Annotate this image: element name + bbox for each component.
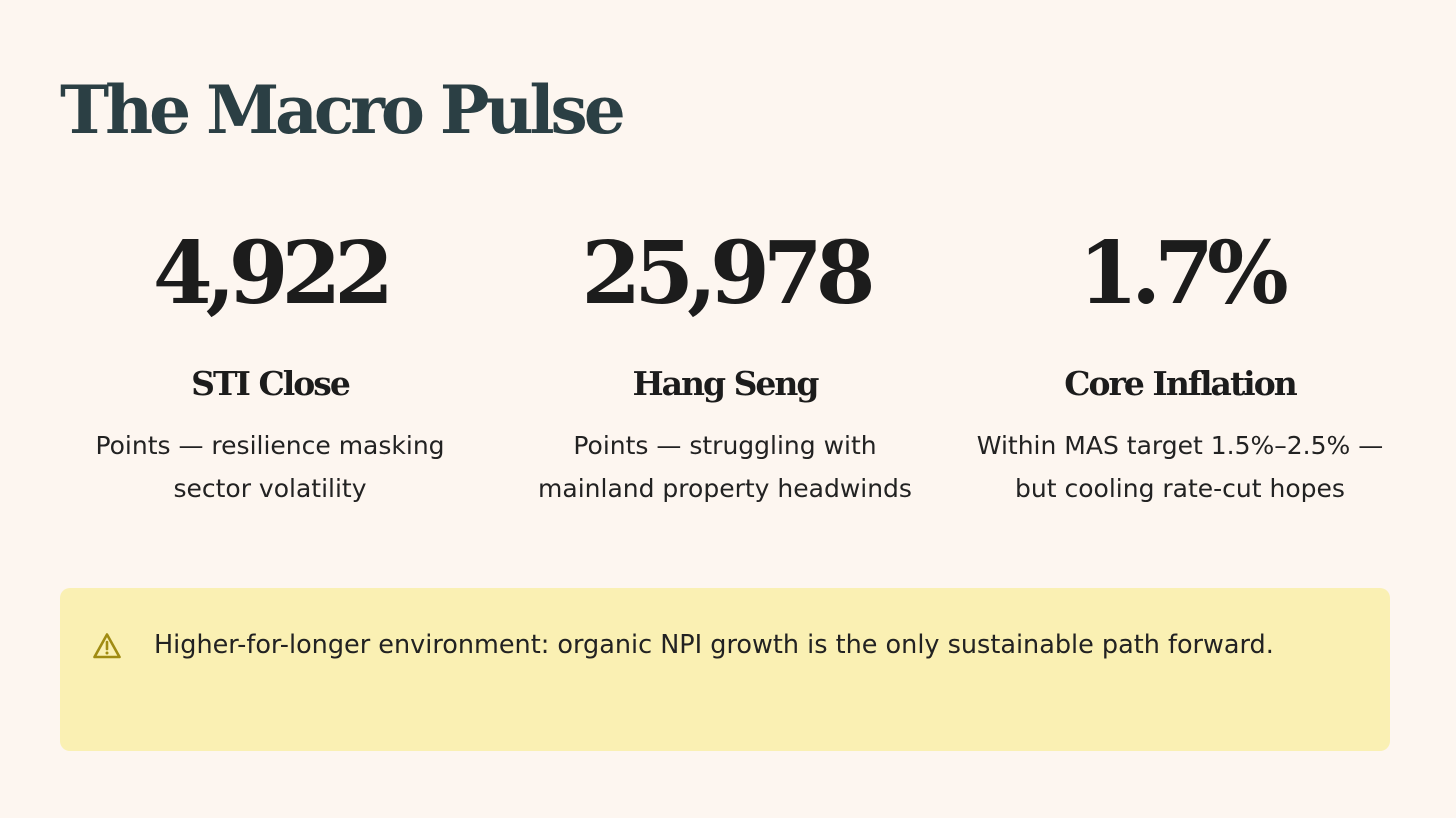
stat-label: Hang Seng [632, 364, 819, 403]
page-title: The Macro Pulse [60, 71, 626, 149]
stat-label: STI Close [191, 364, 351, 403]
stat-value: 1.7% [1078, 223, 1288, 324]
stat-hang-seng: 25,978 Hang Seng Points — struggling wit… [505, 222, 945, 510]
stat-core-inflation: 1.7% Core Inflation Within MAS target 1.… [960, 222, 1400, 510]
stat-description: Within MAS target 1.5%–2.5% — but coolin… [976, 431, 1384, 503]
warning-icon [93, 633, 121, 659]
stat-sti-close: 4,922 STI Close Points — resilience mask… [50, 222, 490, 510]
stat-value: 25,978 [581, 223, 875, 324]
stat-label: Core Inflation [1064, 364, 1297, 403]
stat-description: Points — resilience masking sector volat… [95, 431, 445, 503]
stat-value: 4,922 [152, 223, 394, 324]
callout-banner: Higher-for-longer environment: organic N… [60, 588, 1390, 751]
stat-description: Points — struggling with mainland proper… [538, 431, 912, 503]
callout-text: Higher-for-longer environment: organic N… [154, 630, 1274, 660]
stats-row: 4,922 STI Close Points — resilience mask… [40, 222, 1410, 562]
